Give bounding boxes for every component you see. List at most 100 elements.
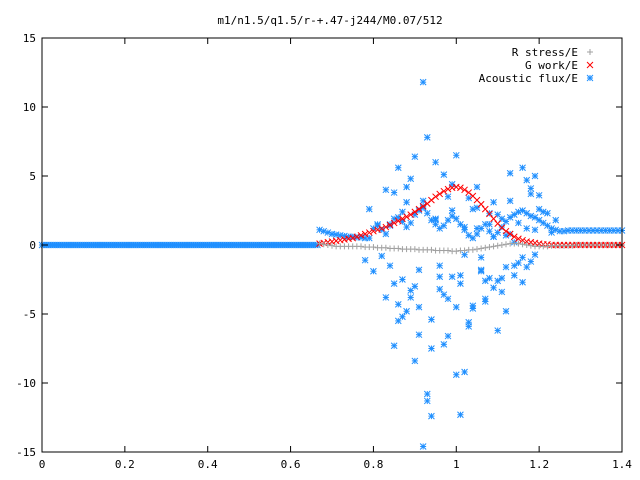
data-point: [515, 240, 522, 247]
data-point: [320, 241, 327, 248]
data-point: [432, 158, 439, 166]
x-tick-label: 0.2: [115, 458, 135, 471]
data-point: [370, 227, 377, 235]
data-point: [503, 241, 509, 248]
legend-marker: [587, 49, 593, 55]
data-point: [486, 220, 493, 228]
data-point: [510, 211, 518, 218]
x-tick-label: 0.4: [198, 458, 218, 471]
data-point: [440, 341, 448, 348]
data-point: [361, 256, 369, 264]
data-point: [423, 397, 431, 405]
data-point: [502, 227, 510, 235]
data-point: [382, 294, 390, 301]
x-tick-label: 1.4: [612, 458, 632, 471]
series-2: [38, 78, 626, 450]
data-point: [316, 226, 323, 234]
x-tick-label: 1.2: [529, 458, 549, 471]
data-point: [444, 193, 452, 201]
data-point: [457, 220, 464, 228]
data-point: [436, 273, 444, 281]
data-point: [411, 153, 419, 161]
data-point: [448, 212, 456, 220]
y-tick-label: 10: [23, 101, 36, 114]
data-point: [382, 186, 390, 194]
data-point: [544, 222, 551, 230]
data-point: [407, 219, 415, 227]
data-point: [473, 183, 481, 191]
data-point: [506, 197, 514, 205]
data-point: [349, 234, 357, 242]
data-point: [519, 236, 526, 244]
x-tick-label: 0.8: [363, 458, 383, 471]
data-point: [490, 233, 497, 241]
data-point: [481, 298, 489, 305]
data-point: [432, 193, 439, 201]
data-point: [453, 248, 460, 255]
data-point: [419, 203, 427, 210]
chart-title: m1/n1.5/q1.5/r-+.47-j244/M0.07/512: [217, 14, 442, 27]
data-point: [428, 316, 435, 323]
legend-label: G work/E: [525, 59, 578, 72]
data-point: [394, 164, 402, 172]
data-point: [361, 230, 369, 238]
data-point: [486, 274, 493, 282]
data-point: [523, 263, 531, 271]
data-point: [506, 214, 514, 221]
series-layer: [38, 78, 626, 450]
data-point: [423, 209, 431, 217]
data-point: [423, 134, 431, 141]
data-point: [527, 185, 535, 192]
data-point: [552, 216, 560, 224]
data-point: [502, 263, 510, 271]
data-point: [382, 230, 390, 238]
data-point: [407, 175, 415, 183]
data-point: [407, 294, 415, 301]
x-tick-label: 0.6: [281, 458, 301, 471]
data-point: [523, 225, 531, 232]
data-point: [531, 172, 539, 180]
y-tick-label: 5: [29, 170, 36, 183]
y-tick-label: 15: [23, 32, 36, 45]
data-point: [403, 307, 410, 315]
data-point: [365, 205, 373, 213]
data-point: [490, 284, 497, 292]
data-point: [481, 277, 489, 285]
data-point: [531, 226, 539, 234]
data-point: [469, 205, 477, 213]
data-point: [444, 332, 452, 340]
data-point: [490, 198, 497, 206]
data-point: [436, 190, 444, 198]
data-point: [539, 219, 547, 227]
data-point: [490, 243, 497, 250]
data-point: [494, 327, 502, 334]
data-point: [394, 300, 402, 308]
data-point: [452, 151, 460, 159]
data-point: [428, 345, 435, 352]
data-point: [535, 205, 543, 213]
data-point: [415, 303, 423, 311]
data-point: [498, 274, 506, 282]
data-point: [473, 230, 481, 238]
y-tick-label: -15: [16, 446, 36, 459]
y-tick-label: 0: [29, 239, 36, 252]
data-point: [515, 219, 522, 227]
data-point: [382, 244, 389, 251]
data-point: [457, 411, 464, 419]
data-point: [519, 241, 526, 248]
data-point: [510, 262, 518, 270]
data-point: [445, 247, 451, 254]
data-point: [399, 215, 406, 223]
data-point: [415, 266, 423, 274]
data-point: [436, 225, 444, 232]
data-point: [390, 280, 398, 287]
data-point: [502, 307, 510, 315]
data-point: [432, 216, 439, 224]
data-point: [419, 197, 427, 205]
data-point: [469, 246, 476, 253]
data-point: [386, 221, 394, 229]
data-point: [457, 280, 464, 287]
data-point: [399, 276, 406, 283]
data-point: [473, 225, 481, 232]
data-point: [419, 443, 427, 450]
